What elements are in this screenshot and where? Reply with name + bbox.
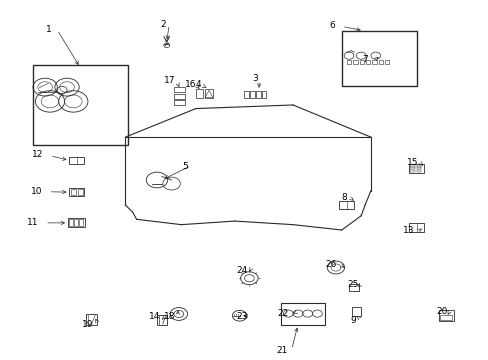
Text: 3: 3 bbox=[252, 74, 258, 83]
Bar bbox=[204, 89, 213, 98]
Bar bbox=[69, 157, 84, 164]
Text: 18: 18 bbox=[164, 312, 176, 321]
Text: 13: 13 bbox=[402, 225, 414, 234]
Bar bbox=[378, 60, 382, 64]
Bar bbox=[408, 164, 424, 173]
Text: 21: 21 bbox=[276, 346, 287, 355]
Bar bbox=[409, 167, 414, 169]
Text: 26: 26 bbox=[324, 260, 336, 269]
Bar bbox=[174, 100, 184, 105]
Text: 6: 6 bbox=[328, 21, 334, 30]
Bar bbox=[196, 89, 202, 98]
Bar bbox=[409, 165, 414, 167]
Bar bbox=[71, 189, 76, 195]
Bar bbox=[359, 60, 364, 64]
Bar bbox=[78, 189, 82, 195]
Text: 17: 17 bbox=[164, 76, 176, 85]
Bar bbox=[416, 170, 421, 172]
Text: 10: 10 bbox=[31, 187, 42, 196]
Bar bbox=[372, 60, 376, 64]
Text: 19: 19 bbox=[82, 320, 94, 329]
Bar bbox=[416, 167, 421, 169]
Text: 11: 11 bbox=[27, 218, 39, 227]
Bar bbox=[438, 310, 453, 321]
Text: 2: 2 bbox=[160, 20, 166, 29]
Bar bbox=[341, 31, 416, 86]
Bar bbox=[33, 65, 127, 145]
Bar bbox=[68, 218, 85, 227]
Text: 20: 20 bbox=[435, 307, 447, 316]
Bar bbox=[256, 91, 260, 98]
Text: 7: 7 bbox=[362, 55, 367, 64]
Bar bbox=[409, 170, 414, 172]
Bar bbox=[416, 165, 421, 167]
Bar bbox=[408, 223, 424, 232]
Text: 22: 22 bbox=[277, 310, 288, 319]
Bar bbox=[384, 60, 388, 64]
Bar bbox=[339, 201, 353, 208]
Bar bbox=[440, 315, 451, 320]
Text: 1: 1 bbox=[46, 25, 52, 34]
Bar bbox=[174, 87, 184, 92]
Text: 9: 9 bbox=[350, 315, 356, 324]
Bar bbox=[86, 314, 97, 325]
Bar bbox=[74, 219, 78, 226]
Bar bbox=[244, 91, 248, 98]
Text: 25: 25 bbox=[346, 280, 358, 289]
Text: 14: 14 bbox=[149, 312, 161, 321]
Bar bbox=[353, 60, 357, 64]
Text: 23: 23 bbox=[235, 312, 247, 321]
Bar bbox=[157, 315, 166, 325]
Text: 24: 24 bbox=[236, 266, 247, 275]
Bar bbox=[348, 284, 358, 291]
Bar bbox=[79, 219, 82, 226]
Bar bbox=[366, 60, 370, 64]
Text: 5: 5 bbox=[182, 162, 188, 171]
Bar bbox=[281, 303, 324, 325]
Text: 16: 16 bbox=[184, 80, 196, 89]
Text: 12: 12 bbox=[32, 150, 43, 159]
Bar bbox=[69, 219, 73, 226]
Bar bbox=[346, 60, 351, 64]
Bar bbox=[69, 188, 84, 196]
Text: 15: 15 bbox=[406, 158, 417, 167]
Text: 4: 4 bbox=[196, 80, 201, 89]
Bar bbox=[352, 307, 361, 316]
Text: 8: 8 bbox=[341, 193, 347, 202]
Bar bbox=[262, 91, 266, 98]
Bar bbox=[174, 94, 184, 99]
Bar bbox=[250, 91, 254, 98]
